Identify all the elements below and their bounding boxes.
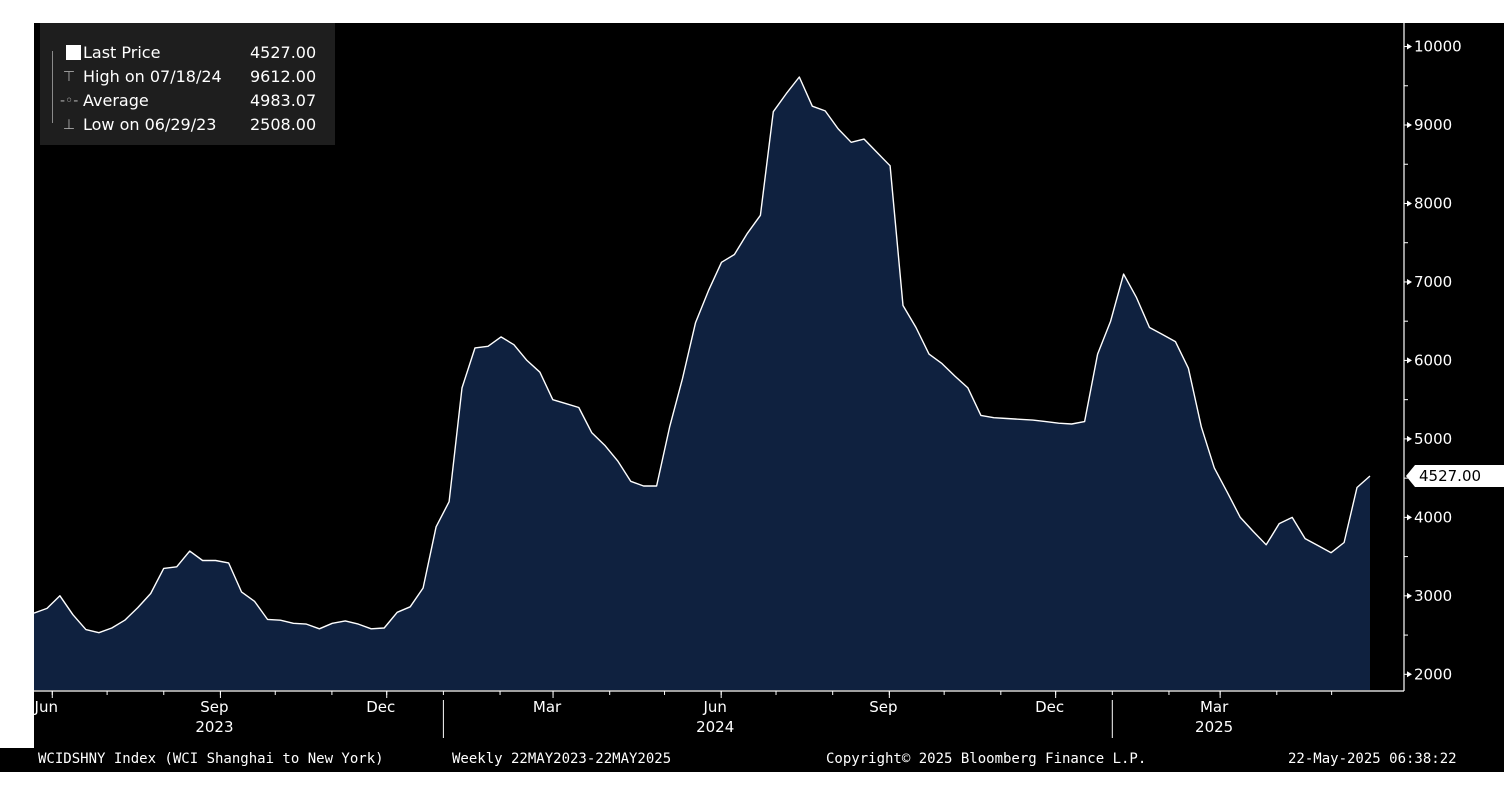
- y-tick-arrow: [1407, 514, 1412, 521]
- legend-item-last-price: Last Price 4527.00: [40, 41, 335, 65]
- y-tick-label: 2000: [1414, 665, 1452, 683]
- legend-item-label: Average: [83, 91, 149, 110]
- y-tick-label: 9000: [1414, 116, 1452, 134]
- legend: Last Price 4527.00 ⊤ High on 07/18/24 96…: [40, 23, 335, 145]
- low-marker-icon: ⊥: [62, 117, 76, 133]
- legend-item-value: 4527.00: [250, 43, 317, 62]
- footer-copyright: Copyright© 2025 Bloomberg Finance L.P.: [826, 751, 1147, 767]
- x-year-label: 2023: [195, 718, 233, 736]
- y-tick-arrow: [1407, 671, 1412, 678]
- high-marker-icon: ⊤: [62, 69, 76, 85]
- y-tick-arrow: [1407, 43, 1412, 50]
- x-tick-label: Sep: [869, 698, 897, 716]
- square-swatch-icon: [66, 45, 81, 60]
- y-tick-label: 7000: [1414, 273, 1452, 291]
- series-line: [34, 76, 1371, 634]
- y-tick-arrow: [1407, 278, 1412, 285]
- average-marker-icon: -◦-: [60, 93, 79, 109]
- x-tick-label: Mar: [533, 698, 562, 716]
- x-tick-label: Sep: [200, 698, 228, 716]
- x-tick-label: Jun: [34, 698, 58, 716]
- x-year-label: 2025: [1195, 718, 1233, 736]
- y-tick-label: 6000: [1414, 351, 1452, 369]
- legend-tree-line: [52, 51, 53, 123]
- footer-bar: WCIDSHNY Index (WCI Shanghai to New York…: [0, 748, 1504, 772]
- y-tick-arrow: [1407, 592, 1412, 599]
- chart: 2000 3000 4000 5000 6000 7000 8000 9000 10000 Jun…: [34, 23, 1504, 770]
- x-tick-label: Mar: [1200, 698, 1229, 716]
- legend-item-value: 9612.00: [250, 67, 317, 86]
- y-tick-label: 5000: [1414, 430, 1452, 448]
- x-tick-label: Dec: [1035, 698, 1064, 716]
- legend-item-value: 4983.07: [250, 91, 317, 110]
- y-tick-label: 10000: [1414, 38, 1462, 56]
- legend-item-high: ⊤ High on 07/18/24 9612.00: [40, 65, 335, 89]
- x-tick-label: Dec: [366, 698, 395, 716]
- legend-item-low: ⊥ Low on 06/29/23 2508.00: [40, 113, 335, 137]
- last-price-tag-label: 4527.00: [1419, 467, 1481, 485]
- x-year-label: 2024: [696, 718, 734, 736]
- legend-item-label: Low on 06/29/23: [83, 115, 217, 134]
- legend-item-value: 2508.00: [250, 115, 317, 134]
- series-area-fill: [34, 77, 1370, 690]
- legend-item-label: Last Price: [83, 43, 161, 62]
- x-tick-label: Jun: [702, 698, 726, 716]
- y-tick-arrow: [1407, 122, 1412, 129]
- footer-index-name: WCIDSHNY Index (WCI Shanghai to New York…: [38, 751, 384, 767]
- y-tick-label: 3000: [1414, 587, 1452, 605]
- legend-item-label: High on 07/18/24: [83, 67, 222, 86]
- y-tick-arrow: [1407, 435, 1412, 442]
- y-tick-arrow: [1407, 357, 1412, 364]
- y-tick-label: 4000: [1414, 508, 1452, 526]
- plot-area: 2000 3000 4000 5000 6000 7000 8000 9000 10000 Jun…: [34, 23, 1504, 738]
- y-tick-arrow: [1407, 200, 1412, 207]
- last-price-tag: [1406, 465, 1504, 488]
- footer-timestamp: 22-May-2025 06:38:22: [1288, 751, 1457, 767]
- footer-period: Weekly 22MAY2023-22MAY2025: [452, 751, 672, 767]
- legend-item-average: -◦- Average 4983.07: [40, 89, 335, 113]
- y-tick-label: 8000: [1414, 194, 1452, 212]
